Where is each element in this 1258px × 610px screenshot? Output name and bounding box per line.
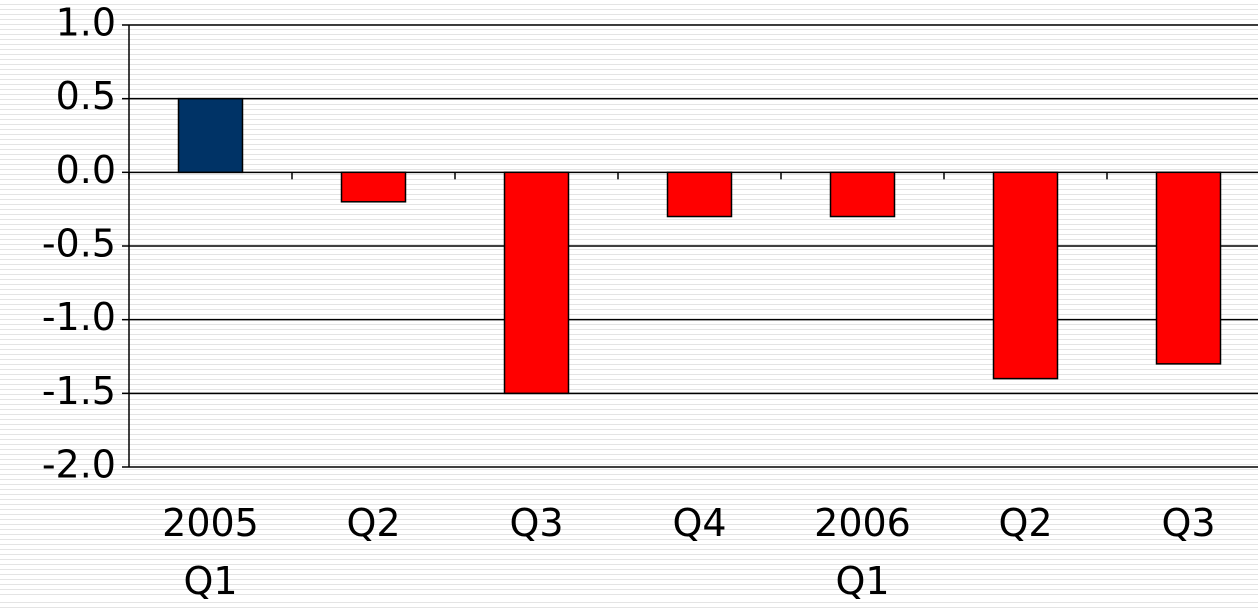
bar — [177, 97, 244, 174]
bar — [1155, 171, 1222, 365]
bar — [666, 171, 733, 218]
bar — [992, 171, 1059, 380]
x-tick-label: Q3 — [1161, 501, 1216, 545]
x-tick-label: Q4 — [672, 501, 727, 545]
x-tick-label: Q2 — [346, 501, 401, 545]
y-tick-label: 0.0 — [56, 148, 116, 192]
y-tick-label: -2.0 — [42, 443, 116, 487]
x-tick-label: Q3 — [509, 501, 564, 545]
bar — [829, 171, 896, 218]
y-tick-label: -1.0 — [42, 295, 116, 339]
y-tick-label: 0.5 — [56, 74, 116, 118]
x-tick-label: 2006 Q1 — [814, 501, 911, 603]
y-tick-label: 1.0 — [56, 1, 116, 45]
bar — [340, 171, 407, 203]
bar — [503, 171, 570, 395]
x-tick-label: Q2 — [998, 501, 1053, 545]
y-tick-label: -0.5 — [42, 222, 116, 266]
x-tick-label: 2005 Q1 — [162, 501, 259, 603]
y-tick-label: -1.5 — [42, 369, 116, 413]
